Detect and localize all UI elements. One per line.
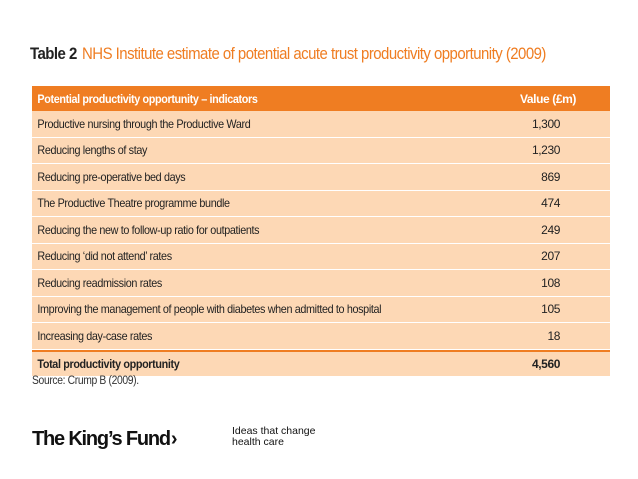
value-cell: 18 [547,328,560,343]
table-row: Productive nursing through the Productiv… [32,111,610,138]
table-caption: NHS Institute estimate of potential acut… [82,44,546,63]
header-indicator: Potential productivity opportunity – ind… [37,91,258,106]
table-row: Reducing lengths of stay 1,230 [32,138,610,164]
indicator-cell: Reducing pre-operative bed days [37,169,186,184]
tagline-line-2: health care [232,436,284,448]
value-cell: 207 [541,249,560,264]
value-cell: 249 [541,222,560,237]
table-row: Reducing readmission rates 108 [32,270,610,297]
table-row: Reducing pre-operative bed days 869 [32,164,610,191]
value-cell: 474 [541,196,560,211]
table-row: Improving the management of people with … [32,297,610,323]
tagline-line-1: Ideas that change [232,425,316,437]
logo-wordmark: The King’s Fund [32,428,171,450]
value-cell: 869 [541,169,560,184]
indicator-cell: Improving the management of people with … [37,302,382,317]
indicator-cell: The Productive Theatre programme bundle [37,196,230,211]
chevron-right-icon: › [170,428,178,450]
indicator-cell: Reducing lengths of stay [37,143,148,158]
table-row: Increasing day-case rates 18 [32,323,610,350]
header-value: Value (£m) [519,91,576,106]
value-cell: 105 [541,302,560,317]
value-cell: 108 [541,275,560,290]
table-header-row: Potential productivity opportunity – ind… [32,86,610,111]
total-value: 4,560 [531,356,560,371]
kings-fund-logo: The King’s Fund› [32,428,178,451]
table-row: Reducing the new to follow-up ratio for … [32,217,610,244]
table-row: Reducing ‘did not attend’ rates 207 [32,244,610,270]
table-body: Productive nursing through the Productiv… [32,111,610,376]
value-cell: 1,300 [531,116,560,131]
source-note: Source: Crump B (2009). [32,375,139,387]
table-row: The Productive Theatre programme bundle … [32,191,610,217]
indicator-cell: Reducing readmission rates [37,275,162,290]
table-title: Table 2 NHS Institute estimate of potenti… [30,44,558,64]
total-label: Total productivity opportunity [37,356,180,371]
indicator-cell: Reducing the new to follow-up ratio for … [37,222,260,237]
table-total-row: Total productivity opportunity 4,560 [32,349,610,376]
table-number: Table 2 [30,44,77,63]
indicator-cell: Productive nursing through the Productiv… [37,116,251,131]
productivity-table: Potential productivity opportunity – ind… [32,86,610,376]
tagline: Ideas that change health care [232,426,352,448]
value-cell: 1,230 [531,143,560,158]
indicator-cell: Reducing ‘did not attend’ rates [37,249,172,264]
indicator-cell: Increasing day-case rates [37,328,153,343]
